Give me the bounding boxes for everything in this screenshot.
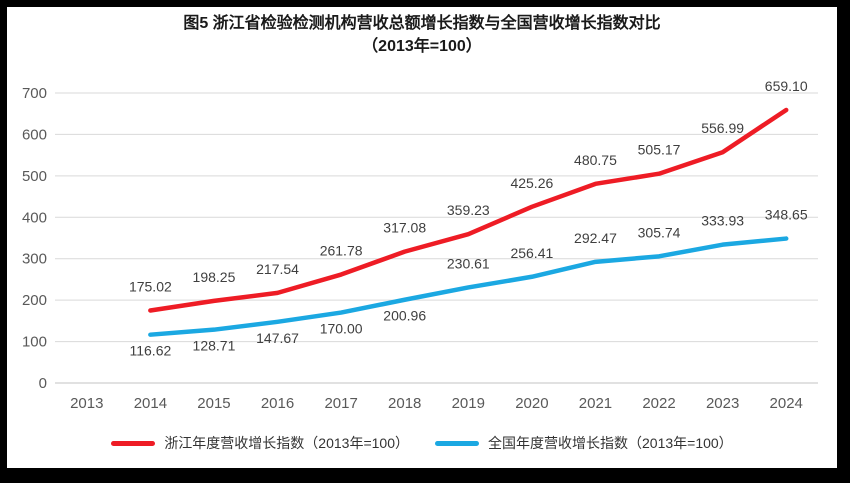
x-axis-tick-label: 2016 — [261, 395, 294, 412]
zhejiang-data-label: 359.23 — [447, 202, 490, 218]
national-data-label: 256.41 — [510, 245, 553, 261]
national-data-label: 116.62 — [129, 343, 171, 359]
national-line-swatch — [435, 440, 479, 446]
x-axis-tick-label: 2022 — [642, 395, 675, 412]
chart-canvas — [7, 7, 837, 468]
zhejiang-series-line — [148, 107, 789, 313]
chart-title-line1: 图5 浙江省检验检测机构营收总额增长指数与全国营收增长指数对比 — [183, 15, 661, 32]
national-data-label: 230.61 — [447, 255, 490, 271]
x-axis-tick-label: 2023 — [706, 395, 739, 412]
x-axis-tick-label: 2015 — [197, 395, 230, 412]
chart-title-line2: （2013年=100） — [362, 38, 482, 55]
x-axis-tick-label: 2021 — [579, 395, 612, 412]
x-axis-tick-label: 2020 — [515, 395, 548, 412]
zhejiang-data-label: 261.78 — [320, 243, 363, 259]
zhejiang-data-label: 425.26 — [510, 175, 553, 191]
x-axis-tick-label: 2018 — [388, 395, 421, 412]
y-axis-tick-label: 600 — [22, 126, 47, 143]
x-axis-tick-label: 2024 — [770, 395, 803, 412]
zhejiang-line-swatch — [111, 440, 156, 446]
legend-label-zhejiang: 浙江年度营收增长指数（2013年=100） — [164, 435, 409, 451]
national-data-label: 200.96 — [383, 308, 426, 324]
chart-legend: 浙江年度营收增长指数（2013年=100） 全国年度营收增长指数（2013年=1… — [7, 433, 837, 453]
y-axis-tick-label: 200 — [22, 292, 47, 309]
chart-title: 图5 浙江省检验检测机构营收总额增长指数与全国营收增长指数对比 （2013年=1… — [7, 12, 837, 58]
zhejiang-data-label: 175.02 — [129, 278, 172, 294]
national-data-label: 147.67 — [256, 330, 299, 346]
national-data-label: 292.47 — [574, 230, 617, 246]
zhejiang-data-label: 198.25 — [193, 269, 236, 285]
national-series-line — [148, 236, 789, 337]
legend-label-national: 全国年度营收增长指数（2013年=100） — [488, 435, 733, 451]
national-data-label: 333.93 — [701, 213, 744, 229]
x-axis-tick-label: 2019 — [452, 395, 485, 412]
x-axis-tick-label: 2013 — [70, 395, 103, 412]
zhejiang-data-label: 659.10 — [765, 78, 808, 94]
y-axis-tick-label: 100 — [22, 334, 47, 351]
y-axis-tick-label: 500 — [22, 168, 47, 185]
zhejiang-data-label: 217.54 — [256, 261, 299, 277]
zhejiang-data-label: 480.75 — [574, 152, 617, 168]
national-data-label: 305.74 — [638, 224, 681, 240]
y-axis-tick-label: 0 — [39, 375, 47, 392]
x-axis-tick-label: 2017 — [324, 395, 357, 412]
legend-item-zhejiang: 浙江年度营收增长指数（2013年=100） — [111, 433, 409, 453]
zhejiang-data-label: 317.08 — [383, 220, 426, 236]
zhejiang-data-label: 505.17 — [638, 142, 681, 158]
x-axis-tick-label: 2014 — [134, 395, 167, 412]
national-data-label: 128.71 — [193, 338, 236, 354]
national-data-label: 170.00 — [320, 321, 363, 337]
y-axis-tick-label: 400 — [22, 209, 47, 226]
zhejiang-data-label: 556.99 — [701, 120, 744, 136]
y-axis-tick-label: 300 — [22, 251, 47, 268]
legend-item-national: 全国年度营收增长指数（2013年=100） — [435, 433, 733, 453]
national-data-label: 348.65 — [765, 207, 808, 223]
y-axis-tick-label: 700 — [22, 85, 47, 102]
